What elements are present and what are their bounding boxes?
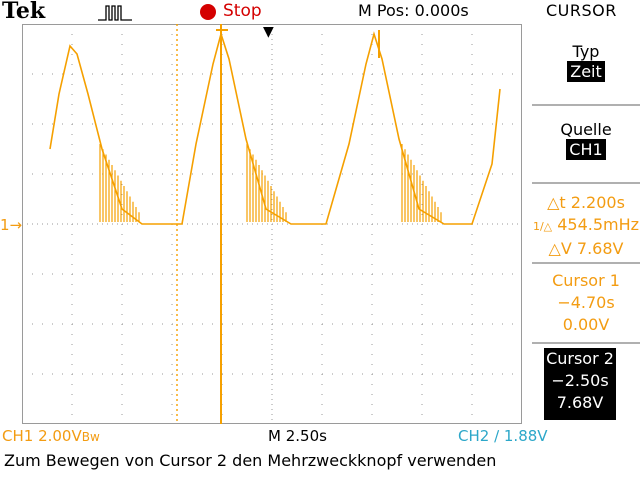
help-message: Zum Bewegen von Cursor 2 den Mehrzweckkn…: [4, 451, 497, 470]
top-status-bar: Tek Stop M Pos: 0.000s CURSOR: [0, 0, 640, 24]
cursor1-time: −4.70s: [557, 293, 615, 312]
delta-readout: △t 2.200s 1/△ 454.5mHz △V 7.68V: [532, 192, 640, 260]
brand-logo: Tek: [2, 0, 46, 24]
typ-menu-item[interactable]: Typ Zeit: [532, 42, 640, 82]
ch1-trace: [49, 31, 501, 225]
cursor1-readout[interactable]: Cursor 1 −4.70s 0.00V: [532, 270, 640, 336]
delta-v-value: △V 7.68V: [548, 239, 624, 258]
quelle-value: CH1: [566, 139, 606, 160]
frequency-value: 1/△ 454.5mHz: [532, 215, 640, 234]
menu-divider: [532, 342, 640, 344]
inverse-delta-icon: 1/△: [532, 220, 553, 233]
cursor2-time: −2.50s: [551, 371, 609, 390]
waveform-display[interactable]: [22, 24, 522, 424]
run-status-label: Stop: [223, 1, 262, 21]
menu-divider: [532, 104, 640, 106]
typ-label: Typ: [572, 42, 600, 61]
bandwidth-limit-icon: Bw: [81, 430, 100, 444]
cursor-menu: Typ Zeit Quelle CH1 △t 2.200s 1/△ 454.5m…: [532, 24, 640, 424]
cursor1-volt: 0.00V: [562, 315, 610, 334]
run-status-icon: [200, 4, 216, 20]
cursor1-title: Cursor 1: [552, 271, 620, 290]
cursor2-volt: 7.68V: [556, 393, 604, 412]
menu-divider: [532, 182, 640, 184]
trigger-position-marker: ▼: [263, 24, 274, 40]
menu-divider: [532, 262, 640, 264]
ch1-ringing: [99, 144, 442, 222]
main-position-readout: M Pos: 0.000s: [358, 1, 469, 20]
typ-value: Zeit: [567, 61, 605, 82]
cursor2-readout[interactable]: Cursor 2 −2.50s 7.68V: [544, 348, 616, 420]
cursor2-title: Cursor 2: [546, 349, 614, 368]
delta-t-value: △t 2.200s: [547, 193, 625, 212]
menu-title: CURSOR: [546, 1, 617, 20]
timebase-readout: M 2.50s: [268, 427, 327, 445]
quelle-menu-item[interactable]: Quelle CH1: [532, 120, 640, 160]
ch1-ground-marker: 1→: [0, 216, 23, 234]
ch1-scale-readout: CH1 2.00VBw: [2, 427, 100, 445]
trigger-edge-icon: [98, 5, 132, 21]
quelle-label: Quelle: [560, 120, 612, 139]
trigger-readout: CH2 ∕ 1.88V: [458, 427, 548, 445]
